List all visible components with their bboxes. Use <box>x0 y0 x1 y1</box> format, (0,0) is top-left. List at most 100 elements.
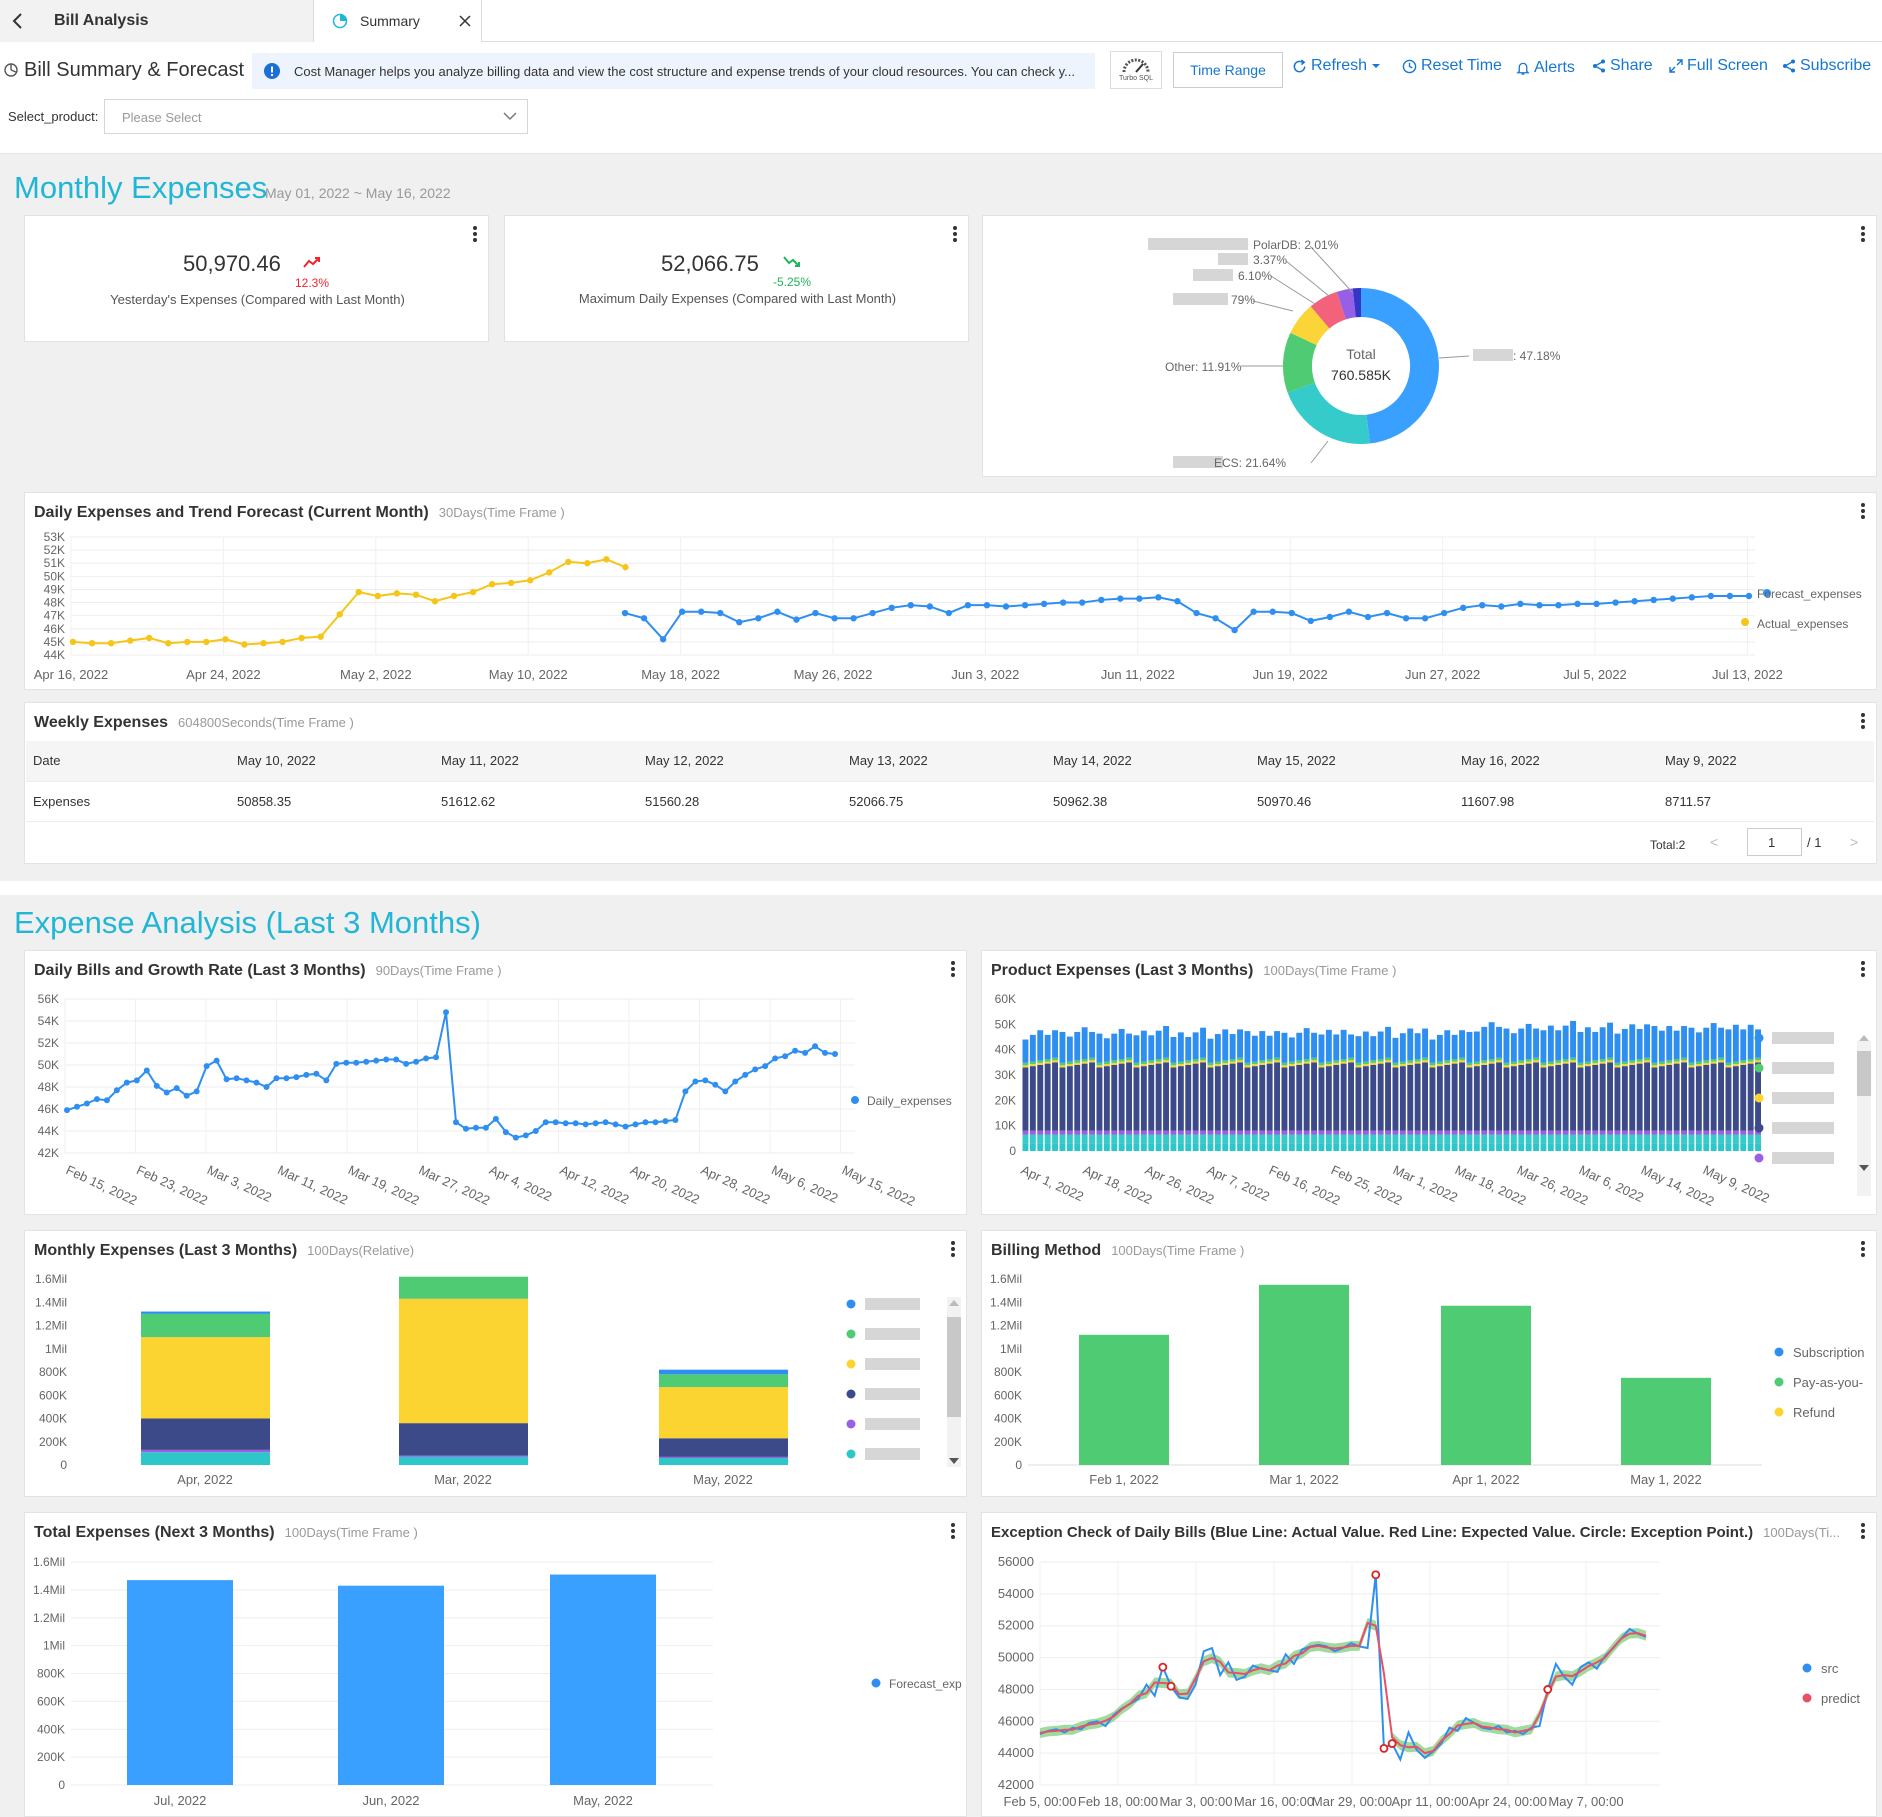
stacked-bar-segment <box>1525 1134 1532 1144</box>
stacked-bar-segment <box>1318 1065 1325 1068</box>
stacked-bar-segment <box>1155 1030 1162 1060</box>
stacked-bar-segment <box>1244 1065 1251 1068</box>
legend-dot <box>1802 1663 1812 1673</box>
more-icon[interactable] <box>1860 226 1866 242</box>
stacked-bar-segment <box>1644 1143 1650 1151</box>
stacked-bar-segment <box>1333 1034 1340 1061</box>
stacked-bar-segment <box>1599 1059 1606 1062</box>
more-icon[interactable] <box>950 1241 956 1257</box>
forecast-point <box>926 603 933 610</box>
more-icon[interactable] <box>1860 503 1866 519</box>
close-icon[interactable] <box>459 15 471 27</box>
stacked-bar-segment <box>1444 1134 1451 1144</box>
stacked-bar-segment <box>1192 1059 1199 1062</box>
daily-point <box>93 1096 100 1103</box>
stacked-bar-segment <box>1695 1032 1702 1062</box>
stacked-bar-segment <box>1651 1143 1658 1151</box>
more-icon[interactable] <box>950 1523 956 1539</box>
stacked-bar-segment <box>1695 1064 1702 1067</box>
stacked-bar-segment <box>1348 1143 1354 1151</box>
prev-page-icon[interactable]: < <box>1710 834 1719 850</box>
daily-point <box>193 1088 200 1095</box>
refresh-button[interactable]: Refresh <box>1292 57 1381 75</box>
stacked-bar-segment <box>1392 1143 1399 1151</box>
stacked-bar-segment <box>1251 1064 1258 1067</box>
x-tick-label: Apr 12, 2022 <box>558 1162 632 1207</box>
more-icon[interactable] <box>952 226 958 242</box>
more-icon[interactable] <box>1860 1241 1866 1257</box>
stacked-bar-segment <box>1666 1130 1673 1135</box>
more-icon[interactable] <box>1860 1523 1866 1539</box>
stacked-bar-segment <box>1658 1130 1665 1135</box>
more-icon[interactable] <box>472 226 478 242</box>
page-input[interactable]: 1 <box>1747 828 1802 856</box>
stacked-bar-segment <box>1444 1064 1451 1131</box>
alerts-button[interactable]: Alerts <box>1516 59 1575 77</box>
stacked-bar-segment <box>1251 1143 1258 1151</box>
daily-point <box>832 1051 838 1057</box>
stacked-bar-segment <box>1170 1143 1177 1151</box>
stacked-bar-segment <box>1377 1059 1384 1062</box>
stacked-bar-segment <box>1059 1062 1066 1066</box>
share-button[interactable]: Share <box>1592 57 1653 75</box>
stacked-bar-segment <box>1148 1062 1155 1065</box>
stacked-bar-segment <box>1429 1143 1436 1151</box>
stacked-bar-segment <box>1451 1034 1458 1060</box>
tab-summary[interactable]: Summary <box>314 0 482 42</box>
more-icon[interactable] <box>1860 713 1866 729</box>
stacked-bar-segment <box>1681 1130 1687 1135</box>
card-title: Exception Check of Daily Bills (Blue Lin… <box>991 1524 1840 1541</box>
stacked-bar-segment <box>1081 1061 1088 1064</box>
daily-point <box>542 1119 549 1126</box>
stacked-bar-segment <box>1562 1134 1569 1144</box>
stacked-bar-segment <box>1170 1037 1177 1063</box>
stacked-bar-segment <box>1488 1134 1495 1144</box>
stacked-bar-segment <box>1370 1064 1377 1131</box>
daily-point <box>243 1077 250 1084</box>
stacked-bar-segment <box>1214 1066 1221 1131</box>
stacked-bar-segment <box>1059 1067 1066 1131</box>
stacked-bar-segment <box>1362 1066 1369 1131</box>
y-tick-label: 60K <box>995 992 1016 1006</box>
tab-bill-analysis[interactable]: Bill Analysis <box>0 0 314 42</box>
next-page-icon[interactable]: > <box>1850 834 1859 850</box>
info-banner: Cost Manager helps you analyze billing d… <box>252 53 1095 89</box>
daily-point <box>183 1092 190 1099</box>
subscribe-button[interactable]: Subscribe <box>1782 57 1871 75</box>
stacked-bar-segment <box>1584 1027 1591 1062</box>
donut-slice-1 <box>1361 288 1439 444</box>
product-select[interactable]: Please Select <box>104 99 528 134</box>
y-tick-label: 800K <box>39 1365 67 1379</box>
more-icon[interactable] <box>950 961 956 977</box>
x-tick-label: Apr 7, 2022 <box>1205 1162 1272 1204</box>
stacked-bar-segment <box>1348 1057 1354 1061</box>
stacked-bar-segment <box>1488 1059 1495 1062</box>
more-icon[interactable] <box>1860 961 1866 977</box>
time-range-button[interactable]: Time Range <box>1173 52 1283 88</box>
stacked-bar-segment <box>399 1456 528 1465</box>
stacked-bar-segment <box>1325 1130 1332 1135</box>
stacked-bar-segment <box>1732 1024 1739 1062</box>
full-screen-button[interactable]: Full Screen <box>1669 57 1768 75</box>
back-icon[interactable] <box>12 13 24 29</box>
legend-label: Daily_expenses <box>867 1094 952 1108</box>
table-cell: May 13, 2022 <box>842 741 1046 782</box>
reset-time-button[interactable]: Reset Time <box>1402 57 1502 75</box>
stacked-bar-segment <box>1481 1130 1488 1135</box>
daily-point <box>752 1066 759 1073</box>
turbo-sql-button[interactable]: Turbo SQL <box>1110 51 1162 89</box>
legend-dot <box>1774 1347 1784 1357</box>
daily-point <box>582 1121 589 1128</box>
stacked-bar-segment <box>1614 1033 1621 1063</box>
actual-point <box>603 556 610 563</box>
daily-point <box>323 1077 330 1084</box>
stacked-bar-segment <box>1422 1130 1428 1135</box>
stacked-bar-segment <box>1562 1061 1569 1064</box>
stacked-bar-segment <box>1052 1143 1058 1151</box>
stacked-bar-segment <box>1562 1143 1569 1151</box>
stacked-bar-segment <box>1518 1028 1525 1061</box>
x-tick-label: Jul, 2022 <box>154 1793 207 1808</box>
exception-line-chart: 42000 44000 46000 48000 50000 52000 54000 56000… <box>998 1554 1861 1809</box>
stacked-bar-segment <box>1037 1062 1044 1065</box>
forecast-point <box>1136 595 1143 602</box>
